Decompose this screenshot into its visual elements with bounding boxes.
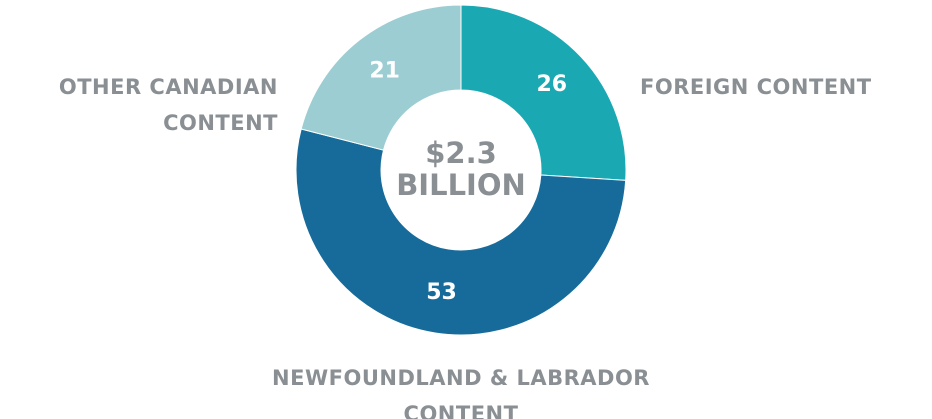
donut-segment xyxy=(300,4,462,151)
value-label: 26 xyxy=(536,72,567,97)
center-label: BILLION xyxy=(396,168,526,202)
category-label: NEWFOUNDLAND & LABRADOR CONTENT xyxy=(272,366,650,419)
category-label: FOREIGN CONTENT xyxy=(640,75,872,99)
value-label: 21 xyxy=(369,59,400,84)
donut-segment xyxy=(460,4,627,181)
center-label: $2.3 xyxy=(425,136,497,170)
value-label: 53 xyxy=(426,280,457,305)
category-label: OTHER CANADIAN CONTENT xyxy=(58,75,278,135)
donut-segment xyxy=(295,128,627,336)
